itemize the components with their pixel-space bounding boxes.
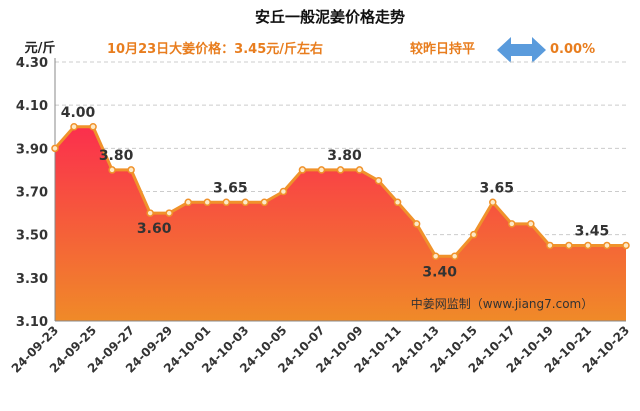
data-point (222, 198, 231, 207)
y-tick-label: 3.10 (16, 315, 48, 330)
data-label: 3.45 (575, 223, 610, 239)
data-point (412, 220, 421, 228)
y-axis-ticks: 3.10 3.30 3.50 3.70 3.90 4.10 4.30 (16, 56, 48, 330)
data-point (51, 144, 59, 153)
data-point (336, 166, 345, 174)
chart-title: 安丘一般泥姜价格走势 (255, 8, 405, 26)
data-point (298, 166, 307, 174)
axes (54, 58, 626, 322)
data-point (127, 166, 135, 174)
x-axis-ticks: 24-09-2324-09-2524-09-2724-09-2924-10-01… (9, 323, 632, 375)
data-point (184, 198, 192, 207)
data-point (108, 166, 116, 174)
data-point (489, 198, 497, 207)
flat-arrow-icon (497, 37, 546, 63)
data-point (89, 123, 97, 131)
data-point (450, 252, 459, 260)
data-point (317, 166, 326, 174)
data-label: 3.65 (479, 180, 514, 196)
data-point (584, 241, 592, 250)
data-point (70, 123, 78, 131)
y-axis-unit: 元/斤 (25, 40, 56, 56)
y-tick-label: 4.30 (16, 56, 48, 71)
data-point (203, 198, 212, 207)
y-tick-label: 3.30 (16, 272, 48, 287)
data-point (469, 230, 478, 239)
change-value: 0.00% (550, 42, 595, 57)
data-label: 3.65 (213, 180, 248, 196)
data-point (508, 220, 516, 228)
data-point (374, 176, 383, 185)
data-point (241, 198, 250, 207)
data-point (260, 198, 269, 207)
change-label: 较昨日持平 (410, 41, 475, 57)
data-label: 3.80 (327, 148, 362, 164)
data-markers (51, 123, 630, 260)
data-point (431, 252, 440, 260)
data-labels: 4.00 3.80 3.60 3.65 3.80 3.40 3.65 3.45 (61, 105, 609, 281)
data-point (603, 241, 611, 250)
data-point (146, 209, 154, 217)
data-point (565, 241, 573, 250)
y-tick-label: 4.10 (16, 99, 48, 114)
data-label: 3.40 (422, 264, 457, 280)
data-label: 4.00 (61, 105, 96, 121)
y-tick-label: 3.90 (16, 142, 48, 157)
data-point (527, 220, 535, 228)
price-subtitle: 10月23日大姜价格：3.45元/斤左右 (107, 41, 323, 57)
data-point (279, 187, 288, 196)
data-label: 3.80 (99, 148, 134, 164)
data-point (546, 241, 554, 250)
data-point (622, 241, 630, 250)
data-point (165, 209, 173, 217)
watermark: 中姜网监制（www.jiang7.com） (411, 296, 593, 311)
data-point (355, 166, 364, 174)
y-tick-label: 3.50 (16, 229, 48, 244)
y-tick-label: 3.70 (16, 186, 48, 201)
data-label: 3.60 (137, 221, 172, 237)
area-fill (55, 126, 626, 321)
data-point (393, 198, 402, 207)
